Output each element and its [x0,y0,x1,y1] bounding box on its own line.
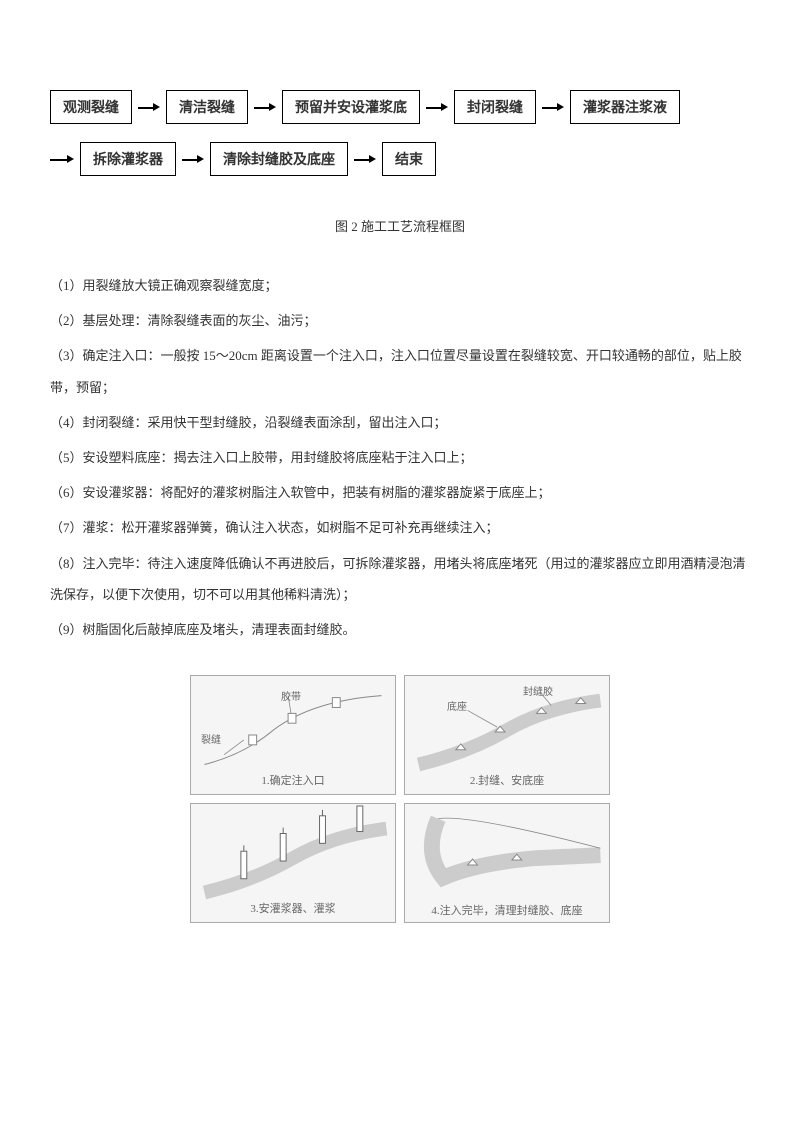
step-item: （2）基层处理：清除裂缝表面的灰尘、油污； [50,305,750,336]
flow-box: 封闭裂缝 [454,90,536,124]
arrow-right-icon [138,106,160,108]
steps-list: （1）用裂缝放大镜正确观察裂缝宽度； （2）基层处理：清除裂缝表面的灰尘、油污；… [50,270,750,645]
illu-caption: 1.确定注入口 [191,772,395,788]
arrow-right-icon [50,158,74,160]
flow-box: 结束 [382,142,436,176]
arrow-right-icon [542,106,564,108]
step-item: （8）注入完毕：待注入速度降低确认不再进胶后，可拆除灌浆器，用堵头将底座堵死（用… [50,548,750,610]
illustration-panel-4: 4.注入完毕，清理封缝胶、底座 [404,803,610,923]
arrow-right-icon [426,106,448,108]
illustration-panel-2: 封缝胶 底座 2.封缝、安底座 [404,675,610,795]
illustration-row: 胶带 裂缝 1.确定注入口 封缝胶 底座 2.封缝、安底座 [190,675,610,795]
step-item: （6）安设灌浆器：将配好的灌浆树脂注入软管中，把装有树脂的灌浆器旋紧于底座上； [50,477,750,508]
illu-label: 底座 [447,698,467,713]
illu-caption: 2.封缝、安底座 [405,772,609,788]
flow-box: 预留并安设灌浆底 [282,90,420,124]
flow-box: 观测裂缝 [50,90,132,124]
arrow-right-icon [182,158,204,160]
flowchart: 观测裂缝 清洁裂缝 预留并安设灌浆底 封闭裂缝 灌浆器注浆液 拆除灌浆器 清除封… [50,90,750,176]
step-item: （4）封闭裂缝：采用快干型封缝胶，沿裂缝表面涂刮，留出注入口； [50,407,750,438]
illu-caption: 3.安灌浆器、灌浆 [191,900,395,916]
arrow-right-icon [254,106,276,108]
step-item: （3）确定注入口：一般按 15～20cm 距离设置一个注入口，注入口位置尽量设置… [50,340,750,402]
arrow-right-icon [354,158,376,160]
illu-label: 胶带 [281,688,301,703]
flow-box: 清洁裂缝 [166,90,248,124]
illustration-panel-3: 3.安灌浆器、灌浆 [190,803,396,923]
flow-box: 拆除灌浆器 [80,142,176,176]
figure-caption: 图 2 施工工艺流程框图 [50,216,750,235]
flow-box: 清除封缝胶及底座 [210,142,348,176]
illustration-row: 3.安灌浆器、灌浆 4.注入完毕，清理封缝胶、底座 [190,803,610,923]
step-item: （7）灌浆：松开灌浆器弹簧，确认注入状态，如树脂不足可补充再继续注入； [50,512,750,543]
illu-label: 裂缝 [201,731,221,746]
flow-box: 灌浆器注浆液 [570,90,680,124]
step-item: （5）安设塑料底座：揭去注入口上胶带，用封缝胶将底座粘于注入口上； [50,442,750,473]
flow-row-2: 拆除灌浆器 清除封缝胶及底座 结束 [50,142,750,176]
illu-caption: 4.注入完毕，清理封缝胶、底座 [405,905,609,918]
illu-label: 封缝胶 [523,683,553,698]
illustration-grid: 胶带 裂缝 1.确定注入口 封缝胶 底座 2.封缝、安底座 [190,675,610,923]
step-item: （9）树脂固化后敲掉底座及堵头，清理表面封缝胶。 [50,614,750,645]
step-item: （1）用裂缝放大镜正确观察裂缝宽度； [50,270,750,301]
flow-row-1: 观测裂缝 清洁裂缝 预留并安设灌浆底 封闭裂缝 灌浆器注浆液 [50,90,750,124]
illustration-panel-1: 胶带 裂缝 1.确定注入口 [190,675,396,795]
